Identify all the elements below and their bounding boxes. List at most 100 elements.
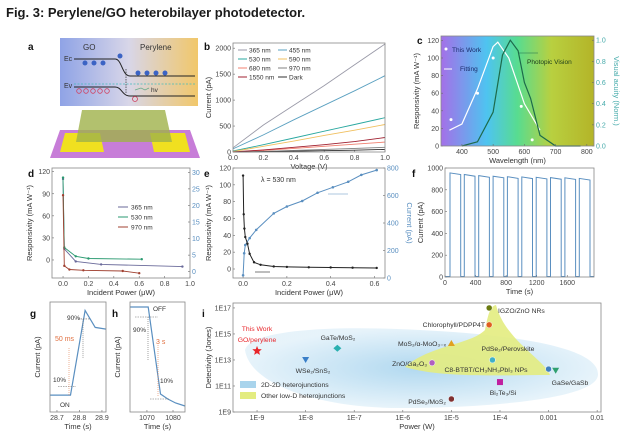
y-axis-label: Current (pA) <box>416 201 425 243</box>
y-tick-label: 40 <box>431 108 439 115</box>
data-point <box>329 266 332 269</box>
legend-label: 2D-2D heterojunctions <box>261 382 329 389</box>
x-tick-label: 1E-5 <box>444 415 459 422</box>
y-tick-label: 2000 <box>215 46 231 53</box>
x-tick-label: 1.0 <box>185 281 195 288</box>
data-point <box>375 266 378 270</box>
legend-marker <box>444 47 448 51</box>
y2-tick-label: 15 <box>192 220 200 227</box>
x-tick-label: 28.9 <box>95 415 109 422</box>
valence-band-label: Ev <box>64 83 73 90</box>
x-tick-label: 1E-7 <box>347 415 362 422</box>
series-line <box>232 137 386 153</box>
label-90-percent: 90% <box>133 327 146 334</box>
panel-letter-f: f <box>412 169 416 180</box>
data-point <box>82 269 85 272</box>
legend-label: 530 nm <box>249 56 271 63</box>
series-line <box>232 75 386 150</box>
x-tick-label: 28.8 <box>73 415 87 422</box>
data-point <box>74 260 77 263</box>
plot-frame <box>440 35 595 147</box>
y2-axis-label: Current (pA) <box>405 202 414 244</box>
x-tick-label: 400 <box>456 149 468 156</box>
legend-swatch <box>240 381 256 388</box>
point-label: Bi₂Te₃/Si <box>490 390 517 397</box>
y-tick-label: 1E11 <box>215 383 231 390</box>
other-low-d-region <box>405 305 550 376</box>
x-tick-label: 800 <box>500 280 512 287</box>
point-label: This Work <box>242 326 273 333</box>
y-tick-label: 800 <box>431 187 443 194</box>
y-tick-label: 1E13 <box>215 357 231 364</box>
point-label: PdSe₂/Perovskite <box>482 346 535 353</box>
series-line <box>232 124 386 152</box>
y2-tick-label: 800 <box>387 166 399 173</box>
data-point <box>447 340 455 347</box>
data-point <box>496 379 503 386</box>
x-tick-label: 600 <box>519 149 531 156</box>
series-line <box>62 177 142 260</box>
y2-tick-label: 0.4 <box>596 101 606 108</box>
series-line <box>62 178 183 268</box>
y-tick-label: 0 <box>435 144 439 151</box>
point-label: MoS₂/α-MoO₃₋ₓ <box>398 341 447 348</box>
y2-tick-label: 0 <box>192 269 196 276</box>
x-axis-label: Incident Power (μW) <box>275 288 344 297</box>
x-tick-label: 1E-9 <box>250 415 265 422</box>
y2-tick-label: 5 <box>192 253 196 260</box>
data-point <box>448 395 455 403</box>
y-tick-label: 0 <box>227 150 231 157</box>
legend-label: 970 nm <box>131 224 153 231</box>
x-tick-label: 1200 <box>529 280 545 287</box>
y-tick-label: 0 <box>439 275 443 282</box>
y2-tick-label: 0.6 <box>596 80 606 87</box>
x-tick-label: 800 <box>581 149 593 156</box>
y2-axis-label: Visual acuity (Norm.) <box>612 56 621 126</box>
data-point <box>285 265 289 269</box>
data-point <box>428 359 436 367</box>
point-label: IGZO/ZnO NRs <box>498 308 545 315</box>
panel-letter-i: i <box>202 309 205 320</box>
x-tick-label: 0.0 <box>58 281 68 288</box>
point-label: PdSe₂/MoS₂ <box>408 399 446 406</box>
x-tick-label: 0.2 <box>282 281 292 288</box>
x-tick-label: 28.7 <box>50 415 64 422</box>
panel-a-diagram: a GO Perylene Ec Ev hv <box>28 38 200 158</box>
x-tick-label: 0.4 <box>109 281 119 288</box>
electrons <box>82 53 168 76</box>
label-10-percent: 10% <box>160 378 173 385</box>
plot-frame <box>51 167 191 279</box>
legend-label: 1550 nm <box>249 74 274 81</box>
data-point <box>241 273 245 277</box>
panel-letter-g: g <box>30 309 36 320</box>
legend-label: 365 nm <box>131 204 153 211</box>
y-tick-label: 60 <box>223 216 231 223</box>
y2-tick-label: 0.8 <box>596 59 606 66</box>
series-line <box>62 195 140 274</box>
y-tick-label: 30 <box>42 235 50 242</box>
y2-tick-label: 200 <box>387 248 399 255</box>
y-tick-label: 0 <box>227 266 231 273</box>
x-tick-label: 700 <box>550 149 562 156</box>
plot-frame <box>232 167 386 279</box>
perylene-label: Perylene <box>140 43 172 52</box>
legend-label: This Work <box>452 47 482 54</box>
panel-letter-d: d <box>28 169 34 180</box>
data-point <box>87 257 90 260</box>
data-point <box>449 118 453 122</box>
y-axis-label: Responsivity (mA W⁻¹) <box>204 184 213 261</box>
x-tick-label: 0.4 <box>326 281 336 288</box>
y-tick-label: 40 <box>223 233 231 240</box>
x-axis-label: Incident Power (μW) <box>87 288 156 297</box>
data-point <box>302 356 310 363</box>
data-point <box>244 235 247 239</box>
legend-label: 530 nm <box>131 214 153 221</box>
data-point <box>552 367 560 374</box>
data-point <box>243 227 246 230</box>
x-tick-label: 0.8 <box>350 155 360 162</box>
data-point <box>489 356 496 364</box>
y-tick-label: 80 <box>431 73 439 80</box>
y2-tick-label: 30 <box>192 170 200 177</box>
panel-letter-e: e <box>204 169 210 180</box>
